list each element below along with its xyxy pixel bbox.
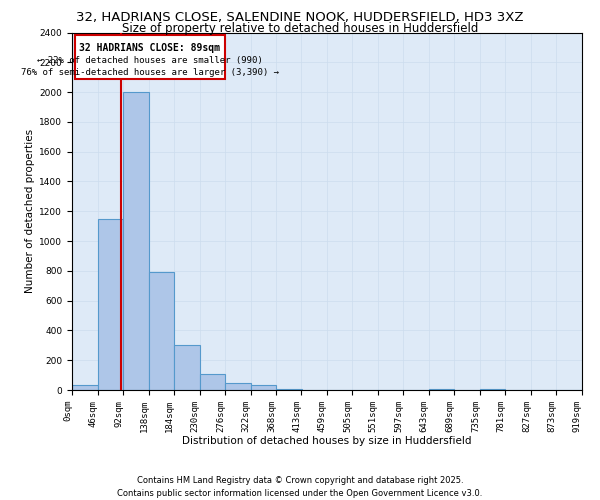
Text: 32, HADRIANS CLOSE, SALENDINE NOOK, HUDDERSFIELD, HD3 3XZ: 32, HADRIANS CLOSE, SALENDINE NOOK, HUDD… [76, 11, 524, 24]
Text: ← 22% of detached houses are smaller (990): ← 22% of detached houses are smaller (99… [37, 56, 263, 66]
Text: Size of property relative to detached houses in Huddersfield: Size of property relative to detached ho… [122, 22, 478, 35]
Bar [251, 385, 276, 390]
Bar [123, 92, 149, 390]
Text: Contains HM Land Registry data © Crown copyright and database right 2025.
Contai: Contains HM Land Registry data © Crown c… [118, 476, 482, 498]
Bar [200, 374, 225, 390]
Bar [225, 382, 251, 390]
Bar [149, 272, 174, 390]
Bar [72, 385, 98, 390]
X-axis label: Distribution of detached houses by size in Huddersfield: Distribution of detached houses by size … [182, 436, 472, 446]
FancyBboxPatch shape [75, 36, 224, 80]
Bar [174, 346, 200, 390]
Text: 76% of semi-detached houses are larger (3,390) →: 76% of semi-detached houses are larger (… [20, 68, 278, 78]
Text: 32 HADRIANS CLOSE: 89sqm: 32 HADRIANS CLOSE: 89sqm [79, 43, 220, 53]
Bar [98, 218, 123, 390]
Y-axis label: Number of detached properties: Number of detached properties [25, 129, 35, 294]
